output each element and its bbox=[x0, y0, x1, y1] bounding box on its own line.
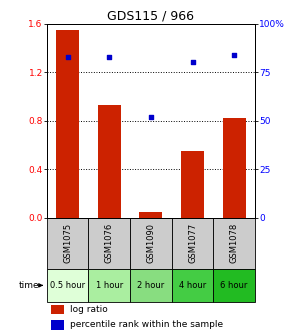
Bar bbox=[213, 218, 255, 269]
Bar bbox=[98, 105, 121, 218]
Bar bbox=[213, 269, 255, 302]
Text: 1 hour: 1 hour bbox=[96, 281, 123, 290]
Title: GDS115 / 966: GDS115 / 966 bbox=[108, 9, 194, 23]
Text: GSM1078: GSM1078 bbox=[230, 223, 239, 263]
Text: 6 hour: 6 hour bbox=[220, 281, 248, 290]
Bar bbox=[47, 218, 88, 269]
Bar bbox=[47, 269, 88, 302]
Text: log ratio: log ratio bbox=[70, 305, 108, 314]
Text: GSM1075: GSM1075 bbox=[63, 223, 72, 263]
Text: GSM1076: GSM1076 bbox=[105, 223, 114, 263]
Point bbox=[107, 54, 112, 59]
Text: 0.5 hour: 0.5 hour bbox=[50, 281, 85, 290]
Bar bbox=[139, 212, 162, 218]
Text: 2 hour: 2 hour bbox=[137, 281, 165, 290]
Point bbox=[190, 60, 195, 65]
Text: GSM1077: GSM1077 bbox=[188, 223, 197, 263]
Bar bbox=[51, 305, 64, 314]
Text: 4 hour: 4 hour bbox=[179, 281, 206, 290]
Point bbox=[149, 114, 153, 119]
Bar bbox=[130, 218, 172, 269]
Point bbox=[65, 54, 70, 59]
Bar bbox=[56, 30, 79, 218]
Bar bbox=[88, 269, 130, 302]
Bar bbox=[223, 118, 246, 218]
Bar bbox=[172, 218, 213, 269]
Text: time: time bbox=[19, 281, 39, 290]
Bar bbox=[172, 269, 213, 302]
Point bbox=[232, 52, 236, 57]
Bar bbox=[88, 218, 130, 269]
Text: GSM1090: GSM1090 bbox=[146, 223, 155, 263]
Bar bbox=[130, 269, 172, 302]
Text: percentile rank within the sample: percentile rank within the sample bbox=[70, 321, 223, 330]
Bar bbox=[181, 151, 204, 218]
Bar bbox=[51, 321, 64, 330]
